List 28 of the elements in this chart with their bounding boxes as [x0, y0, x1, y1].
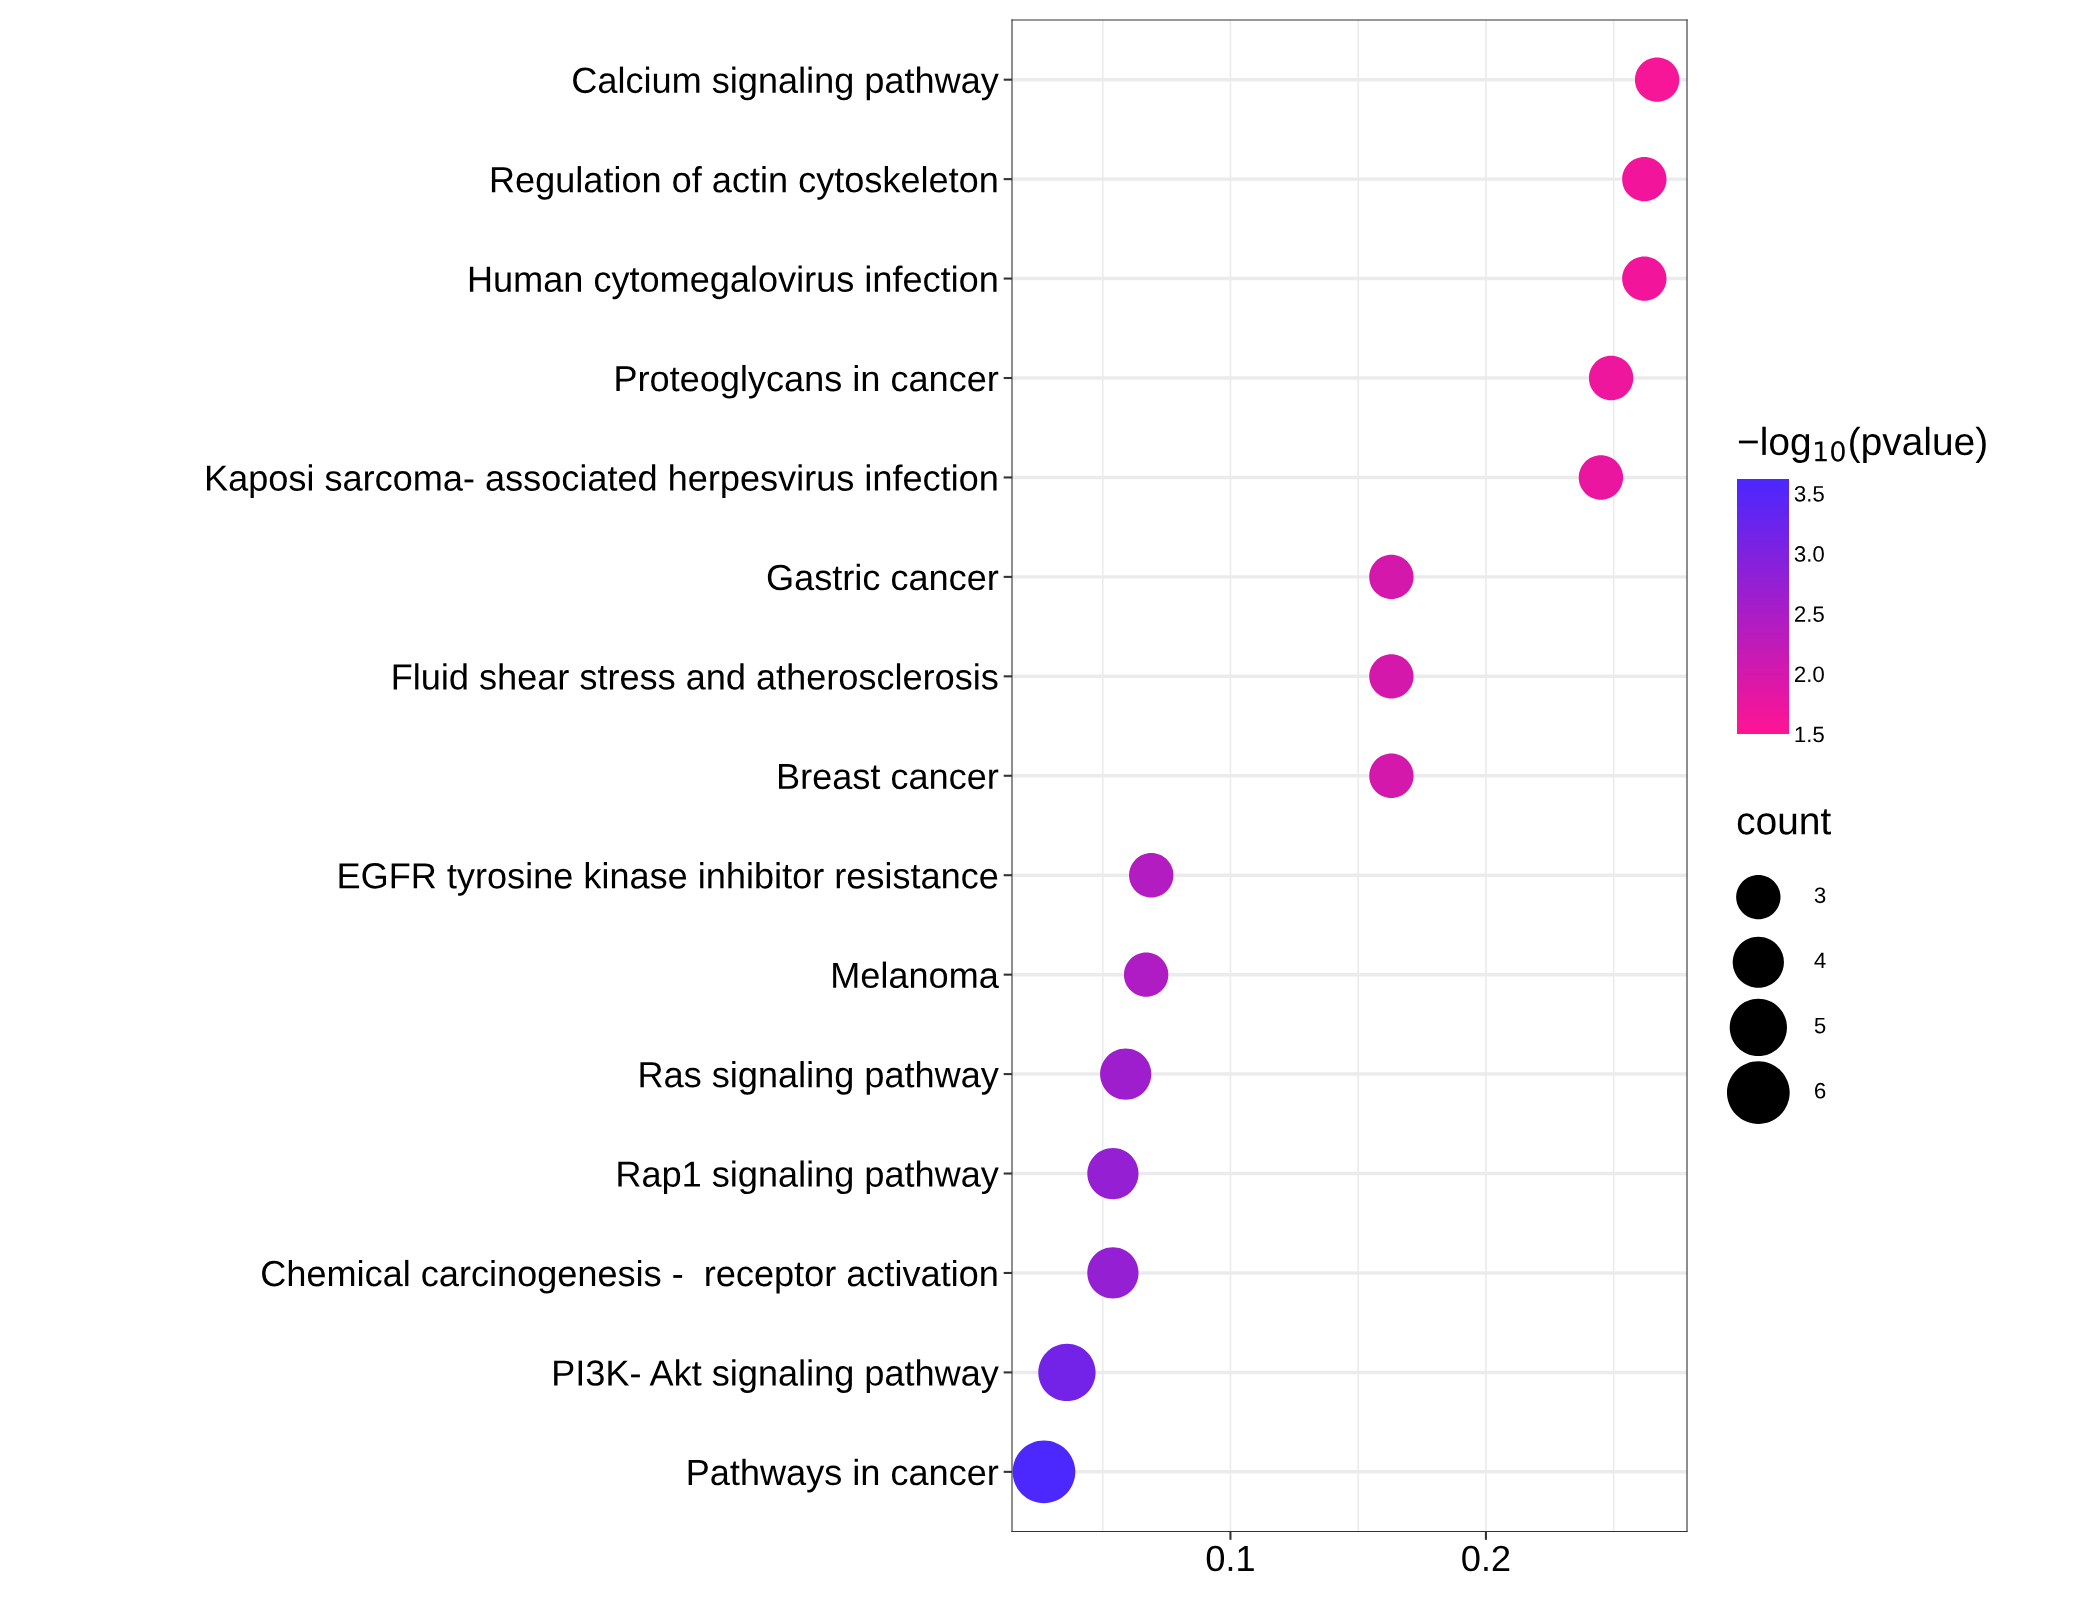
- color-bar-label: 3.0: [1794, 546, 1824, 562]
- color-bar-label: 2.0: [1794, 666, 1824, 683]
- color-bar-label: 2.5: [1794, 606, 1824, 622]
- legend-label: 6: [1815, 1082, 1826, 1099]
- y-tick-label: EGFR tyrosine kinase inhibitor resistance: [339, 862, 998, 896]
- y-tick-label: Pathways in cancer: [688, 1458, 999, 1493]
- y-tick-label: Kaposi sarcoma- associated herpesvirus infection: [206, 464, 997, 499]
- color-bar-label: 1.5: [1795, 726, 1824, 743]
- legend-title: count: [1737, 809, 1831, 835]
- x-tick-label: 0.1: [1206, 1545, 1254, 1572]
- y-tick-label: Regulation of actin cytoskeleton: [491, 166, 997, 200]
- y-tick-label: Rap1 signaling pathway: [618, 1160, 999, 1195]
- y-tick-label: Human cytomegalovirus infection: [469, 265, 997, 300]
- color-bar-label: 3.5: [1794, 485, 1824, 502]
- y-tick-label: Chemical carcinogenesis - receptor activation: [262, 1259, 997, 1294]
- legend-label: 4: [1814, 952, 1826, 969]
- y-tick-label: Calcium signaling pathway: [573, 66, 999, 101]
- legend-label: 3: [1814, 887, 1826, 904]
- legend-label: 5: [1814, 1017, 1826, 1034]
- y-tick-label: Melanoma: [833, 961, 999, 989]
- y-tick-label: Ras signaling pathway: [640, 1061, 999, 1095]
- y-tick-label: Fluid shear stress and atherosclerosis: [393, 663, 998, 690]
- y-tick-label: Gastric cancer: [767, 563, 999, 591]
- y-tick-label: Breast cancer: [779, 764, 999, 790]
- y-tick-label: Proteoglycans in cancer: [616, 364, 999, 399]
- color-bar-title: −log$_{10}$(pvalue): [1738, 426, 1986, 463]
- x-tick-label: 0.2: [1462, 1545, 1510, 1572]
- y-tick-label: PI3K- Akt signaling pathway: [554, 1359, 999, 1393]
